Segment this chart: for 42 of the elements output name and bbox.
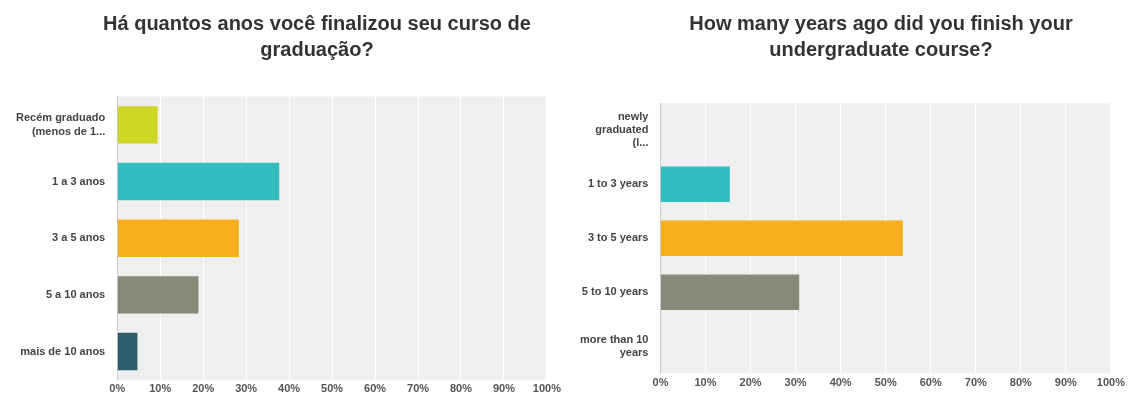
x-tick-label: 100%	[1096, 375, 1126, 388]
x-tick-label: 60%	[364, 382, 387, 395]
x-tick-label: 50%	[321, 382, 344, 395]
x-tick-label: 0%	[652, 375, 669, 388]
x-tick-label: 70%	[407, 382, 430, 395]
x-tick-label: 20%	[739, 375, 762, 388]
x-tick-label: 10%	[694, 375, 717, 388]
x-tick-label: 10%	[149, 382, 172, 395]
x-tick-label: 60%	[919, 375, 942, 388]
x-tick-label: 100%	[532, 382, 562, 395]
x-tick-label: 20%	[192, 382, 215, 395]
y-tick-label: 5 a 10 anos	[45, 287, 106, 300]
x-tick-label: 30%	[235, 382, 258, 395]
y-tick-label: mais de 10 anos	[20, 344, 106, 357]
y-tick-label: 3 to 5 years	[587, 231, 649, 244]
y-tick-label: newly graduated (l...	[595, 110, 650, 149]
y-tick-label: 5 to 10 years	[581, 285, 649, 298]
x-tick-label: 30%	[784, 375, 807, 388]
bar	[117, 219, 239, 257]
bar	[660, 166, 730, 203]
x-tick-label: 90%	[1054, 375, 1078, 388]
chart-title: How many years ago did you finish your undergraduate course?	[688, 11, 1074, 62]
x-tick-label: 40%	[829, 375, 852, 388]
bar	[117, 162, 280, 201]
y-tick-label: 3 a 5 anos	[52, 231, 106, 244]
x-tick-label: 50%	[874, 375, 897, 388]
x-tick-label: 80%	[1009, 375, 1033, 388]
x-tick-label: 40%	[278, 382, 301, 395]
bar	[117, 276, 199, 314]
bar	[117, 106, 158, 144]
bar	[660, 220, 903, 257]
x-tick-label: 90%	[492, 382, 516, 395]
y-tick-label: 1 to 3 years	[587, 177, 649, 190]
y-tick-label: Recém graduado (menos de 1...	[16, 111, 106, 137]
y-tick-label: more than 10 years	[580, 332, 649, 358]
x-tick-label: 80%	[449, 382, 473, 395]
bar	[117, 332, 138, 371]
bar	[660, 274, 800, 311]
chart-title: Há quantos anos você finalizou seu curso de graduação?	[102, 11, 532, 62]
x-tick-label: 0%	[109, 382, 126, 395]
y-tick-label: 1 a 3 anos	[52, 174, 106, 187]
x-tick-label: 70%	[964, 375, 988, 388]
